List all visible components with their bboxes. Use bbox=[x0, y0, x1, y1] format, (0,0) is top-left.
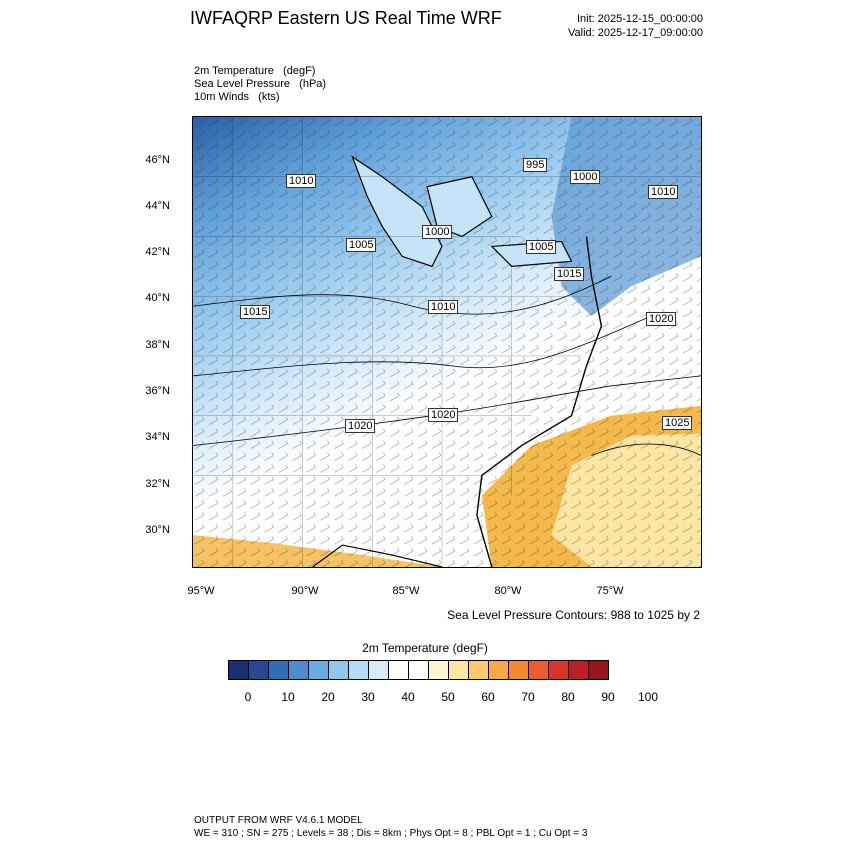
model-config: WE = 310 ; SN = 275 ; Levels = 38 ; Dis … bbox=[194, 828, 588, 839]
init-time: Init: 2025-12-15_00:00:00 bbox=[577, 13, 703, 25]
temperature-map-canvas bbox=[193, 117, 701, 567]
colorbar-swatch bbox=[529, 661, 549, 679]
longitude-label: 75°W bbox=[596, 585, 624, 597]
latitude-label: 38°N bbox=[145, 339, 170, 351]
colorbar-tick-label: 50 bbox=[441, 690, 455, 704]
colorbar-tick-label: 100 bbox=[637, 690, 659, 704]
colorbar-tick-label: 60 bbox=[481, 690, 495, 704]
colorbar-swatch bbox=[569, 661, 589, 679]
field-label-temperature: 2m Temperature (degF) bbox=[194, 65, 316, 77]
pressure-label: 1015 bbox=[240, 305, 271, 319]
colorbar-tick-label: 10 bbox=[281, 690, 295, 704]
longitude-label: 90°W bbox=[291, 585, 319, 597]
latitude-label: 46°N bbox=[145, 154, 170, 166]
pressure-label: 1010 bbox=[286, 174, 317, 188]
temperature-colorbar bbox=[228, 660, 609, 680]
model-info: OUTPUT FROM WRF V4.6.1 MODEL bbox=[194, 815, 363, 826]
pressure-label: 1020 bbox=[646, 312, 677, 326]
pressure-label: 995 bbox=[523, 158, 548, 172]
field-label-winds: 10m Winds (kts) bbox=[194, 91, 280, 103]
pressure-label: 1005 bbox=[526, 240, 557, 254]
colorbar-swatch bbox=[329, 661, 349, 679]
field-label-pressure: Sea Level Pressure (hPa) bbox=[194, 78, 327, 90]
colorbar-swatch bbox=[409, 661, 429, 679]
colorbar-swatch bbox=[269, 661, 289, 679]
colorbar-swatch bbox=[429, 661, 449, 679]
colorbar-tick-label: 20 bbox=[321, 690, 335, 704]
colorbar-swatch bbox=[309, 661, 329, 679]
map-title: IWFAQRP Eastern US Real Time WRF bbox=[190, 8, 502, 28]
latitude-label: 42°N bbox=[145, 246, 170, 258]
pressure-label: 1025 bbox=[662, 416, 693, 430]
weather-map bbox=[192, 116, 702, 568]
pressure-label: 1020 bbox=[345, 419, 376, 433]
colorbar-swatch bbox=[229, 661, 249, 679]
colorbar-swatch bbox=[449, 661, 469, 679]
pressure-label: 1015 bbox=[554, 267, 585, 281]
pressure-label: 1000 bbox=[570, 170, 601, 184]
colorbar-swatch bbox=[509, 661, 529, 679]
latitude-label: 32°N bbox=[145, 478, 170, 490]
pressure-label: 1010 bbox=[648, 185, 679, 199]
colorbar-title: 2m Temperature (degF) bbox=[362, 641, 488, 655]
latitude-label: 30°N bbox=[145, 524, 170, 536]
colorbar-tick-label: 0 bbox=[244, 690, 252, 704]
colorbar-tick-label: 80 bbox=[561, 690, 575, 704]
pressure-label: 1005 bbox=[346, 238, 377, 252]
colorbar-swatch bbox=[349, 661, 369, 679]
pressure-label: 1020 bbox=[428, 408, 459, 422]
valid-time: Valid: 2025-12-17_09:00:00 bbox=[568, 27, 703, 39]
longitude-label: 95°W bbox=[187, 585, 215, 597]
colorbar-swatch bbox=[249, 661, 269, 679]
colorbar-tick-label: 40 bbox=[401, 690, 415, 704]
colorbar-swatch bbox=[469, 661, 489, 679]
colorbar-tick-label: 30 bbox=[361, 690, 375, 704]
longitude-label: 85°W bbox=[392, 585, 420, 597]
longitude-label: 80°W bbox=[494, 585, 522, 597]
pressure-label: 1000 bbox=[422, 225, 453, 239]
contour-note: Sea Level Pressure Contours: 988 to 1025… bbox=[447, 608, 700, 622]
colorbar-tick-label: 90 bbox=[601, 690, 615, 704]
colorbar-swatch bbox=[389, 661, 409, 679]
colorbar-swatch bbox=[369, 661, 389, 679]
latitude-label: 44°N bbox=[145, 200, 170, 212]
colorbar-swatch bbox=[549, 661, 569, 679]
colorbar-swatch bbox=[489, 661, 509, 679]
latitude-label: 36°N bbox=[145, 385, 170, 397]
colorbar-swatch bbox=[289, 661, 309, 679]
latitude-label: 40°N bbox=[145, 292, 170, 304]
colorbar-swatch bbox=[589, 661, 608, 679]
latitude-label: 34°N bbox=[145, 431, 170, 443]
colorbar-tick-label: 70 bbox=[521, 690, 535, 704]
pressure-label: 1010 bbox=[428, 300, 459, 314]
